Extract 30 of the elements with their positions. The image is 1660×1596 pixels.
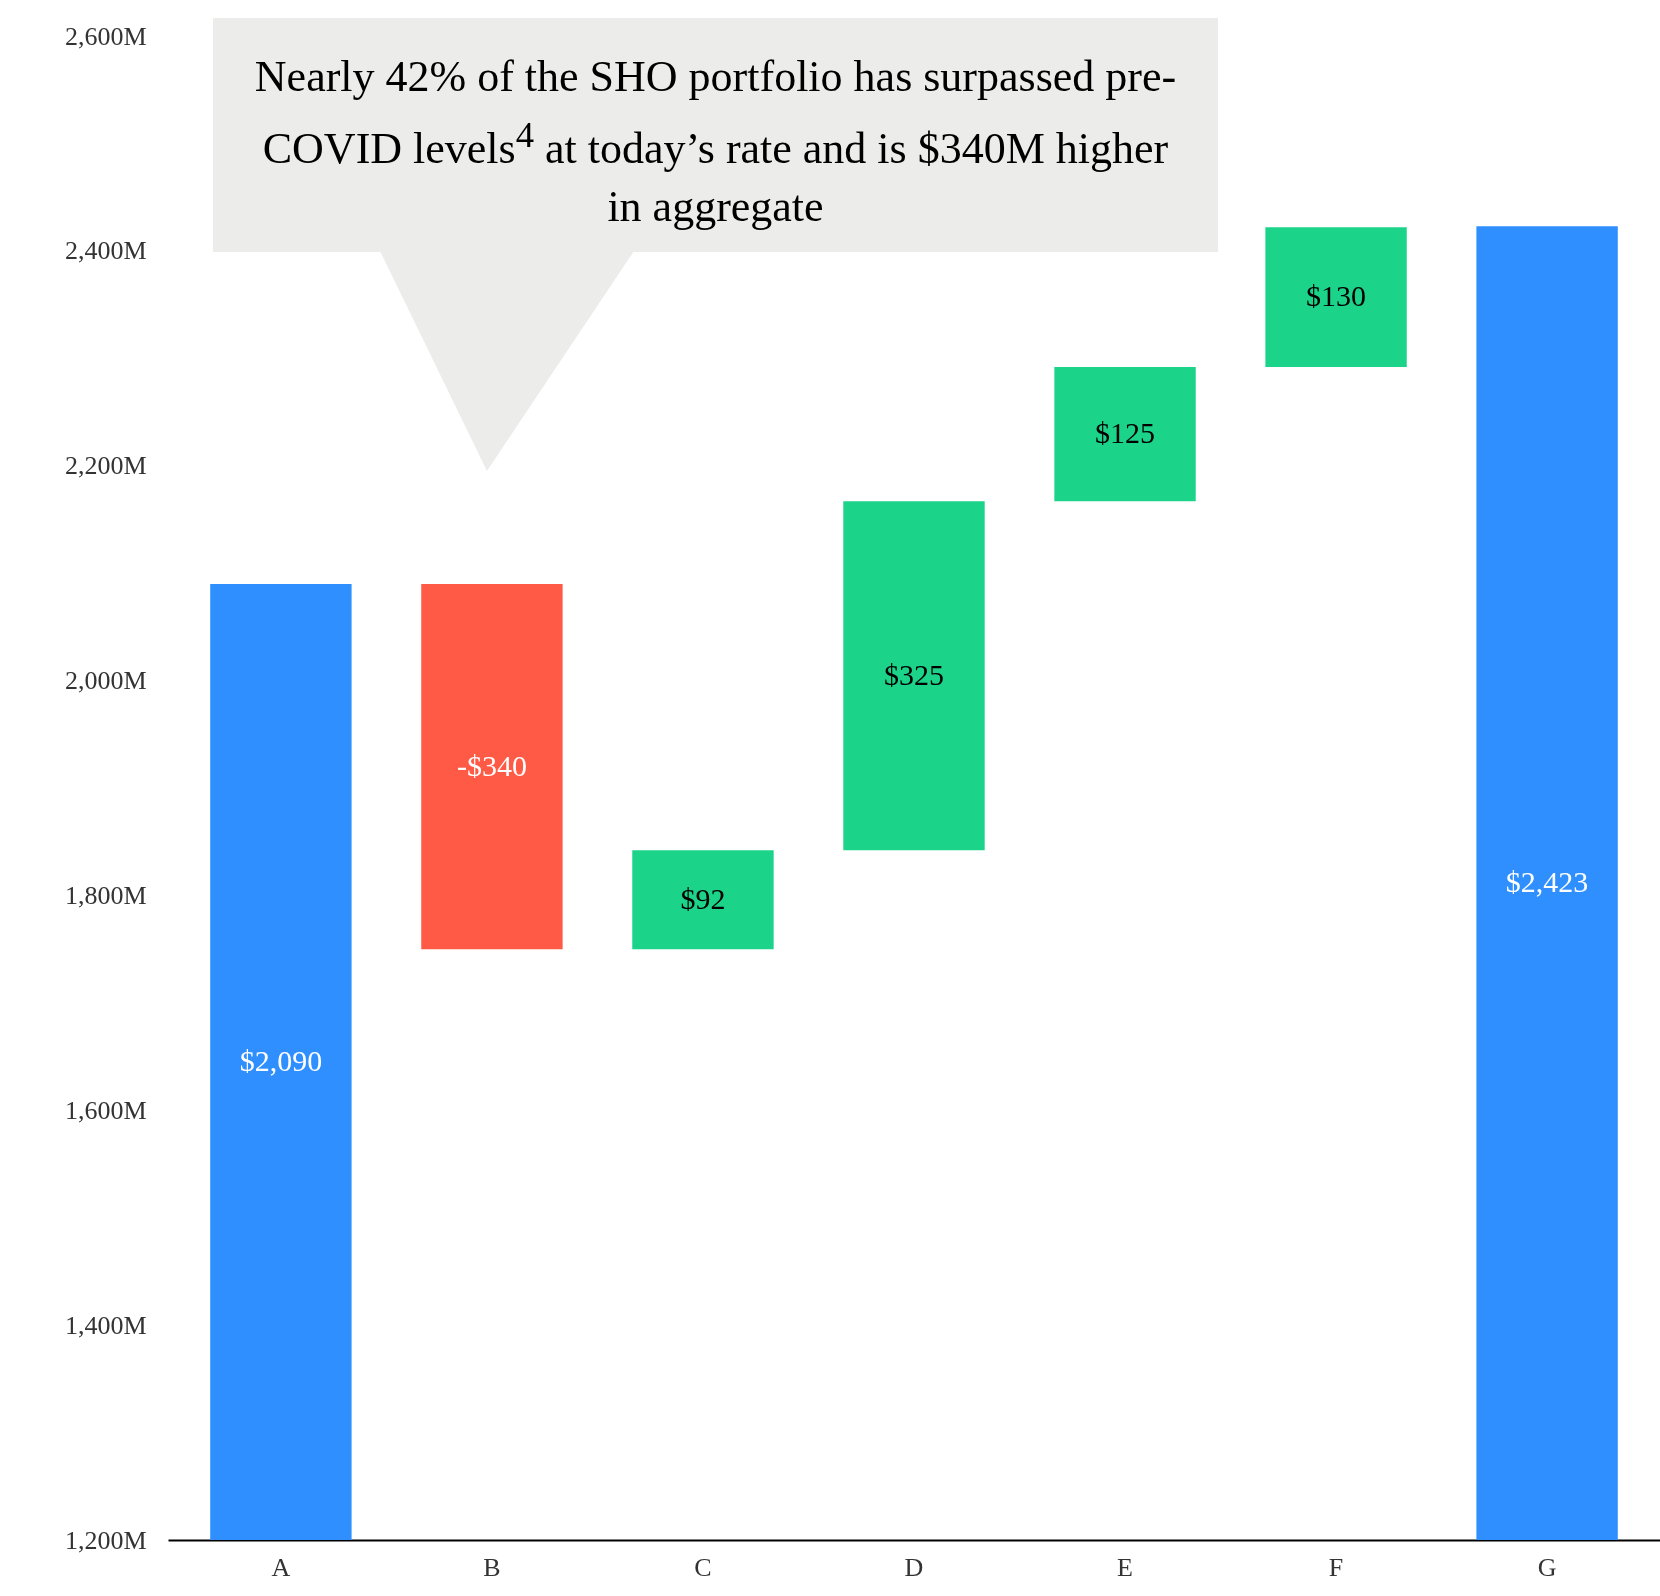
bar <box>632 850 774 950</box>
bar <box>421 583 563 950</box>
y-tick-label: 1,800M <box>64 880 147 910</box>
y-tick-label: 2,200M <box>64 451 147 481</box>
annotation: Nearly 42% of the SHO portfolio has surpassed pre-COVID levels$^{4}$ at today’s rate and is $340M higher in aggregate <box>213 18 1218 252</box>
bar <box>210 583 352 1540</box>
x-tick-label: D <box>904 1552 924 1582</box>
data-label: $92 <box>680 881 726 915</box>
bar <box>1265 227 1407 367</box>
bar <box>1476 226 1618 1540</box>
data-label: -$340 <box>456 748 527 782</box>
x-tick-label: B <box>483 1552 501 1582</box>
data-label: $2,090 <box>239 1043 323 1077</box>
y-tick-label: 1,200M <box>64 1525 147 1555</box>
y-tick-label: 2,600M <box>64 21 147 51</box>
x-tick-label: C <box>694 1552 712 1582</box>
y-tick-label: 1,400M <box>64 1310 147 1340</box>
x-tick-label: A <box>271 1552 291 1582</box>
y-tick-label: 2,400M <box>64 236 147 266</box>
y-tick-label: 1,600M <box>64 1095 147 1125</box>
data-label: $125 <box>1095 416 1156 450</box>
y-tick-label: 2,000M <box>64 666 147 696</box>
data-label: $325 <box>884 657 944 691</box>
bar <box>843 501 985 851</box>
x-tick-label: G <box>1537 1552 1557 1582</box>
bar <box>1054 366 1196 502</box>
x-tick-label: E <box>1117 1552 1133 1582</box>
x-tick-label: F <box>1328 1552 1344 1582</box>
data-label: $2,423 <box>1505 865 1589 899</box>
data-label: $130 <box>1306 279 1367 313</box>
